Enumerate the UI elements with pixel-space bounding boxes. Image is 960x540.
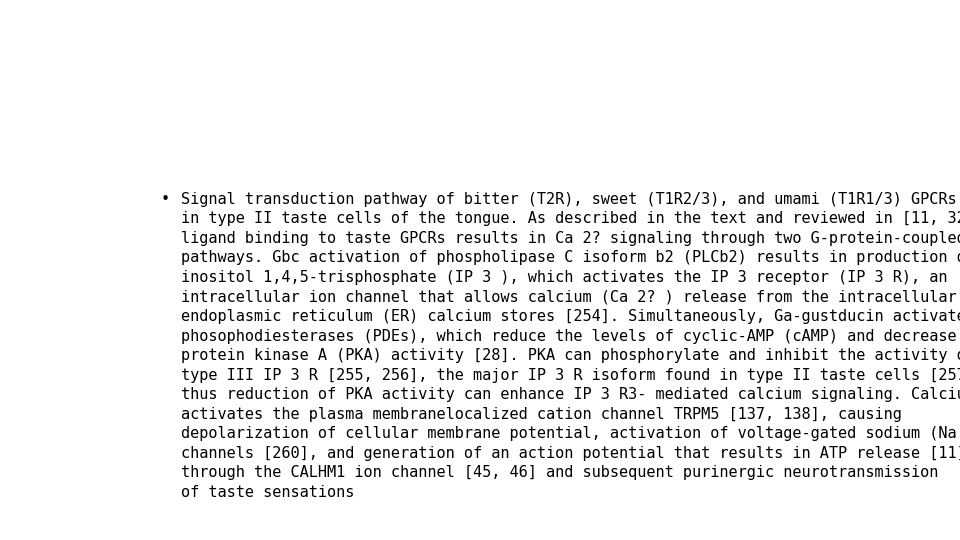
Text: •: • xyxy=(161,192,170,207)
Text: Signal transduction pathway of bitter (T2R), sweet (T1R2/3), and umami (T1R1/3) : Signal transduction pathway of bitter (T… xyxy=(181,192,960,500)
